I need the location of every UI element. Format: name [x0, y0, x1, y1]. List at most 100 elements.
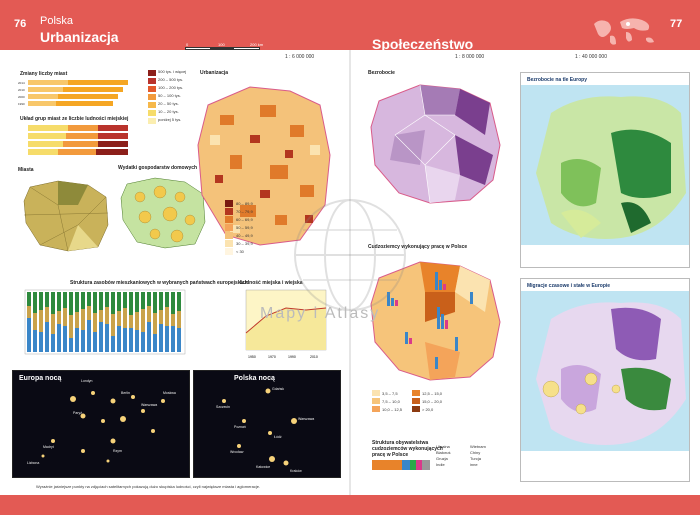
- stacked-bar-segment: [147, 322, 151, 352]
- legend-item: Wietnam: [470, 444, 486, 449]
- stacked-bar-segment: [177, 292, 181, 311]
- stacked-bar-segment: [87, 292, 91, 306]
- europe-night-image: Europa nocą Londyn Paryż Madryt Lizbona …: [12, 370, 190, 478]
- stacked-bar-segment: [39, 332, 43, 352]
- stacked-bar-segment: [27, 292, 31, 306]
- legend-item: 50 – 100 tys.: [158, 93, 181, 98]
- stacked-bar-segment: [129, 292, 133, 315]
- stacked-bar-segment: [75, 328, 79, 352]
- stacked-bar-segment: [153, 334, 157, 352]
- city-label: Lizbona: [27, 461, 40, 465]
- scale-bar-200: 200 km: [250, 42, 264, 47]
- scale-bar: [185, 47, 260, 50]
- right-page-title: Społeczeństwo: [372, 36, 474, 52]
- city-groups-bars: [28, 125, 128, 155]
- city-groups-legend: 500 tys. i więcej 200 – 500 tys. 100 – 2…: [148, 68, 186, 126]
- panel-title-foreigners: Cudzoziemcy wykonujący pracę w Polsce: [368, 244, 468, 250]
- map-scale-3: 1 : 40 000 000: [575, 54, 607, 60]
- legend-item: 12,5 – 15,0: [422, 391, 443, 396]
- axis-year: 1970: [268, 355, 276, 359]
- city-label: Paryż: [73, 411, 82, 415]
- stacked-bar-segment: [105, 292, 109, 307]
- stacked-bar-segment: [117, 326, 121, 352]
- stacked-bar-segment: [129, 315, 133, 328]
- stacked-bar-segment: [165, 292, 169, 307]
- stacked-bar-segment: [45, 322, 49, 352]
- right-page-number: 77: [670, 18, 683, 30]
- stacked-bar-segment: [111, 336, 115, 352]
- economic-map: [120, 177, 206, 249]
- globe-watermark-icon: [294, 199, 406, 311]
- city-label: Berlin: [121, 391, 130, 395]
- legend-item: 50 – 59,9: [236, 225, 253, 230]
- stacked-bar-segment: [51, 292, 55, 314]
- stacked-bar-segment: [27, 318, 31, 352]
- legend-item: Indie: [436, 462, 445, 467]
- stacked-bar-segment: [27, 306, 31, 318]
- unemployment-europe-panel: Bezrobocie na tle Europy: [520, 72, 690, 268]
- stacked-bar-segment: [39, 310, 43, 332]
- stacked-bar-segment: [81, 292, 85, 309]
- housing-stacked-chart: [24, 289, 186, 355]
- city-label: Madryt: [43, 445, 54, 449]
- city-label: Katowice: [256, 465, 271, 469]
- cities-count-bars: 2014 2010 2000 1990: [18, 80, 128, 106]
- panel-title-cities: Miasta: [18, 167, 34, 173]
- stacked-bar-segment: [153, 313, 157, 334]
- foreigners-legend: 3,5 – 7,5 7,5 – 10,0 10,0 – 12,5 12,5 – …: [372, 390, 472, 417]
- svg-text:2010: 2010: [18, 88, 25, 92]
- stacked-bar-segment: [105, 324, 109, 352]
- legend-item: 7,5 – 10,0: [382, 399, 400, 404]
- watermark-text: Mapy i Atlasy: [260, 305, 381, 322]
- stacked-bar-segment: [147, 292, 151, 306]
- foreigners-map: [370, 261, 501, 381]
- city-label: Moskwa: [163, 391, 176, 395]
- stacked-bar-segment: [123, 308, 127, 328]
- poland-night-image: Polska nocą Gdańsk Szczecin Poznań Warsz…: [193, 370, 341, 478]
- panel-title-economic: Wydatki gospodarstw domowych: [118, 165, 198, 171]
- legend-item: inne: [470, 462, 478, 467]
- panel-title-urbanization: Urbanizacja: [200, 70, 229, 76]
- stacked-bar-segment: [129, 328, 133, 352]
- city-label: Łódź: [274, 435, 282, 439]
- stacked-bar-segment: [135, 292, 139, 312]
- stacked-bar-segment: [93, 332, 97, 352]
- city-label: Kraków: [290, 469, 302, 473]
- legend-item: 30 – 39,9: [236, 241, 253, 246]
- left-section-label: Polska: [40, 15, 74, 27]
- stacked-bar-segment: [111, 292, 115, 314]
- stacked-bar-segment: [123, 328, 127, 352]
- city-label: Warszawa: [298, 417, 315, 421]
- panel-title-city-groups: Układ grup miast ze liczbie ludności mie…: [20, 116, 129, 122]
- legend-item: > 20,0: [422, 407, 434, 412]
- stacked-bar-segment: [159, 310, 163, 324]
- legend-item: 80 – 89,9: [236, 201, 253, 206]
- city-label: Szczecin: [216, 405, 231, 409]
- stacked-bar-segment: [57, 311, 61, 324]
- stacked-bar-segment: [117, 292, 121, 311]
- stacked-bar-segment: [99, 310, 103, 322]
- city-label: Poznań: [234, 425, 246, 429]
- page-gutter: [349, 50, 351, 495]
- legend-item: 10,0 – 12,5: [382, 407, 403, 412]
- stacked-bar-segment: [33, 330, 37, 352]
- stacked-bar-segment: [75, 312, 79, 328]
- stacked-bar-segment: [153, 292, 157, 313]
- stacked-bar-segment: [99, 292, 103, 310]
- panel-title-urban-pop: Ludność miejska i wiejska: [240, 280, 303, 286]
- panel-title-unemployment: Bezrobocie: [368, 70, 395, 76]
- legend-item: 60 – 69,9: [236, 217, 253, 222]
- stacked-bar-segment: [63, 326, 67, 352]
- stacked-bar-segment: [177, 328, 181, 352]
- city-label: Rzym: [113, 449, 122, 453]
- stacked-bar-segment: [69, 338, 73, 352]
- city-label: Londyn: [81, 379, 93, 383]
- legend-item: 40 – 49,9: [236, 233, 253, 238]
- stacked-bar-segment: [33, 313, 37, 330]
- stacked-bar-segment: [93, 313, 97, 332]
- stacked-bar-segment: [141, 292, 145, 309]
- legend-item: 200 – 500 tys.: [158, 77, 184, 82]
- world-locator-icon: [594, 18, 654, 45]
- city-label: Wrocław: [230, 450, 244, 454]
- svg-text:2014: 2014: [18, 81, 25, 85]
